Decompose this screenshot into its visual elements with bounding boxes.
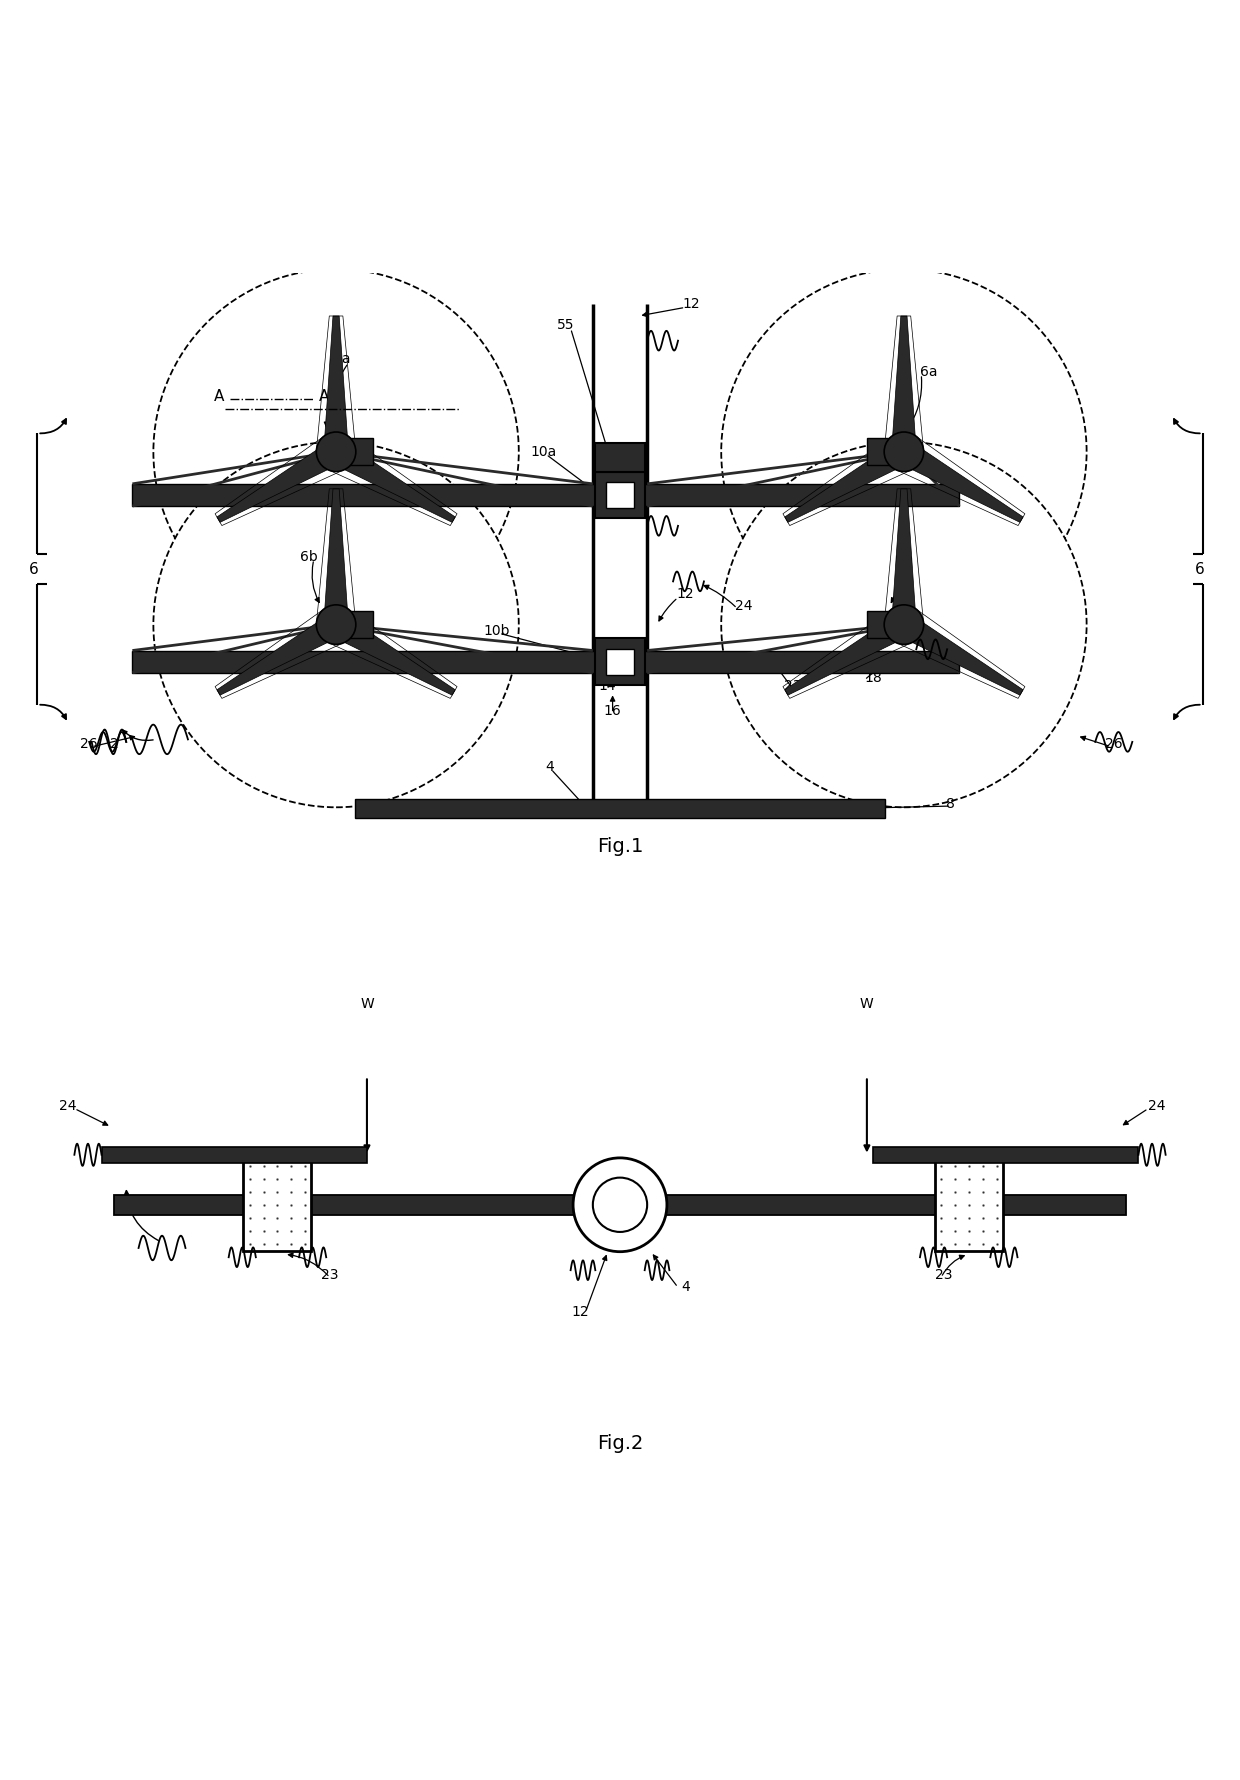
Text: 10a: 10a	[531, 445, 557, 459]
Text: A: A	[213, 388, 224, 404]
Text: 16: 16	[604, 705, 621, 717]
Text: 23: 23	[321, 1267, 339, 1282]
Text: 6a: 6a	[334, 352, 351, 367]
Text: 12: 12	[683, 297, 701, 311]
Text: 2: 2	[118, 1194, 126, 1209]
Bar	[935, 1159, 1003, 1251]
Text: Fig.1: Fig.1	[596, 837, 644, 856]
Text: 8: 8	[946, 797, 955, 810]
Text: 12: 12	[572, 1305, 589, 1319]
Circle shape	[154, 441, 518, 808]
Polygon shape	[336, 438, 373, 465]
Polygon shape	[324, 490, 348, 625]
Text: 24: 24	[1148, 1098, 1166, 1112]
Polygon shape	[330, 614, 455, 696]
Text: 14: 14	[599, 680, 616, 694]
Bar	[133, 484, 960, 506]
Text: 55: 55	[557, 317, 574, 331]
Circle shape	[316, 433, 356, 472]
Text: A: A	[319, 388, 329, 404]
Circle shape	[884, 433, 924, 472]
Bar	[102, 1146, 367, 1162]
Polygon shape	[785, 441, 910, 522]
Polygon shape	[867, 611, 904, 639]
Text: 10b: 10b	[484, 623, 510, 637]
Polygon shape	[898, 441, 1023, 522]
Text: 23: 23	[784, 680, 801, 694]
Text: 22: 22	[945, 646, 962, 660]
Text: 22: 22	[972, 1216, 990, 1230]
Text: 6b: 6b	[895, 552, 913, 566]
Polygon shape	[892, 317, 916, 452]
Text: 26: 26	[1105, 737, 1122, 751]
Polygon shape	[336, 611, 373, 639]
Bar	[243, 1159, 311, 1251]
Text: W: W	[360, 997, 373, 1011]
Bar	[595, 443, 645, 472]
Text: 6a: 6a	[920, 365, 937, 379]
Text: 23: 23	[935, 1267, 952, 1282]
Bar	[595, 472, 645, 518]
Text: 18: 18	[864, 671, 882, 685]
Text: 6: 6	[1195, 561, 1205, 577]
Text: 22: 22	[247, 1216, 264, 1230]
Text: 6: 6	[29, 561, 38, 577]
Bar	[606, 648, 634, 675]
Text: 2: 2	[109, 737, 118, 751]
Circle shape	[316, 605, 356, 644]
Polygon shape	[785, 614, 910, 696]
Bar	[133, 650, 960, 673]
Polygon shape	[330, 441, 455, 522]
Text: 26: 26	[81, 737, 98, 751]
Bar	[606, 482, 634, 507]
Polygon shape	[892, 490, 916, 625]
Circle shape	[884, 605, 924, 644]
Bar	[114, 1194, 1126, 1214]
Polygon shape	[217, 614, 342, 696]
Text: 24: 24	[60, 1098, 77, 1112]
Polygon shape	[898, 614, 1023, 696]
Circle shape	[722, 269, 1086, 634]
Circle shape	[722, 441, 1086, 808]
Polygon shape	[217, 441, 342, 522]
Polygon shape	[324, 317, 348, 452]
Bar	[595, 639, 645, 685]
Circle shape	[593, 1178, 647, 1232]
Circle shape	[573, 1157, 667, 1251]
Text: Fig.2: Fig.2	[596, 1433, 644, 1452]
Polygon shape	[867, 438, 904, 465]
Text: 6b: 6b	[300, 550, 317, 564]
Bar	[355, 799, 885, 819]
Text: 12: 12	[677, 587, 694, 600]
Text: W: W	[861, 997, 874, 1011]
Text: 4: 4	[546, 760, 554, 774]
Circle shape	[154, 269, 518, 634]
Bar	[873, 1146, 1138, 1162]
Text: 24: 24	[734, 600, 753, 612]
Text: 4: 4	[681, 1280, 689, 1294]
